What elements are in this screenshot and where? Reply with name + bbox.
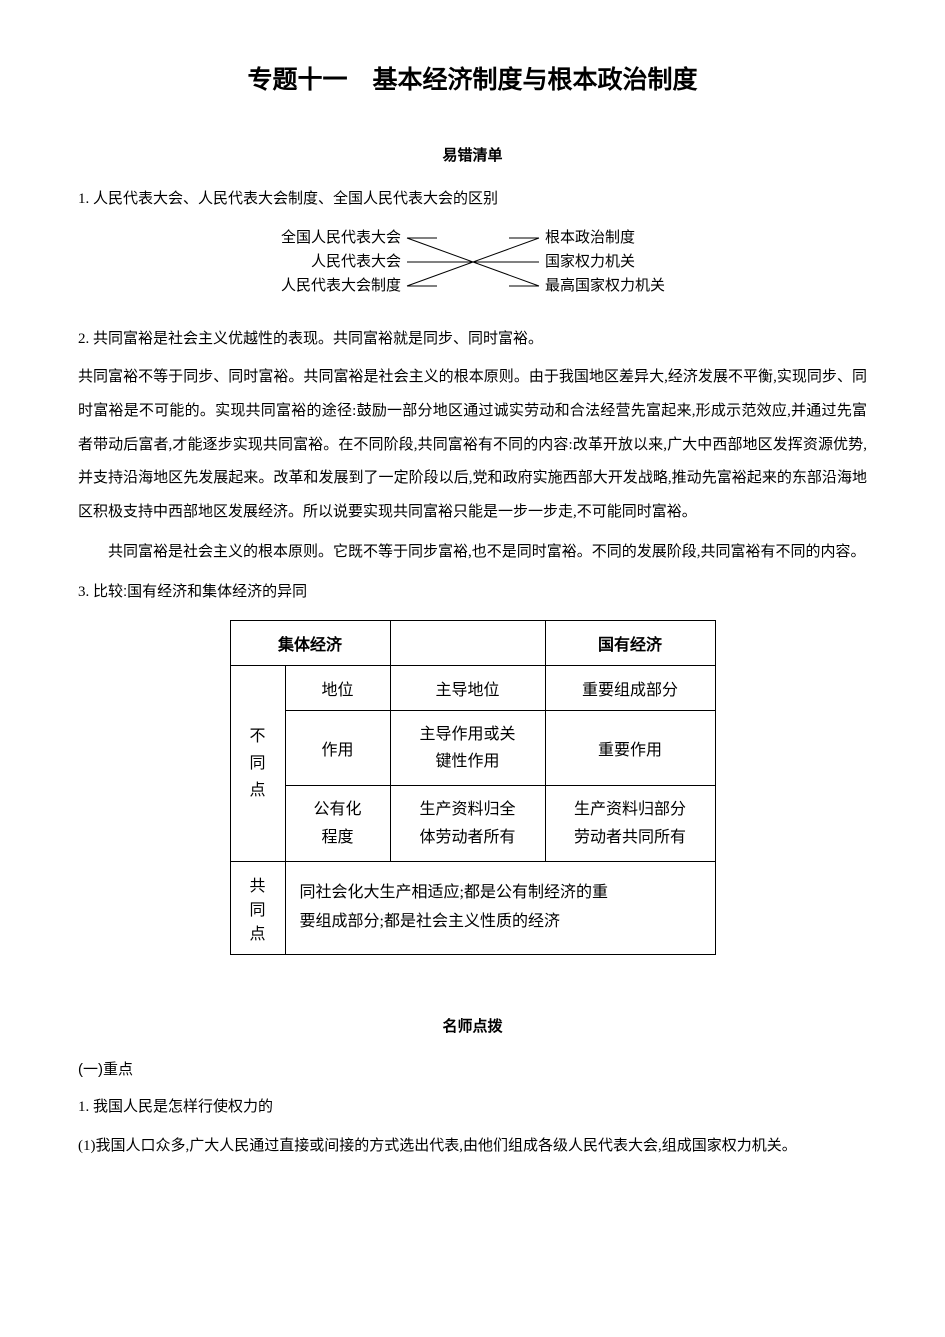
- diagram-left-2: 人民代表大会: [310, 253, 400, 270]
- item-3-num: 3.: [78, 584, 93, 600]
- table-row: 公有化程度 生产资料归全体劳动者所有 生产资料归部分劳动者共同所有: [230, 786, 715, 861]
- table-cell: 作用: [285, 711, 390, 786]
- item-1: 1. 人民代表大会、人民代表大会制度、全国人民代表大会的区别: [78, 183, 867, 216]
- common-text: 同社会化大生产相适应;都是公有制经济的重要组成部分;都是社会主义性质的经济: [285, 861, 715, 954]
- item-1-num: 1.: [78, 191, 93, 207]
- table-cell: 主导地位: [390, 666, 545, 711]
- diff-label: 不同点: [230, 666, 285, 862]
- table-row: 集体经济 国有经济: [230, 621, 715, 666]
- section-label-teacher: 名师点拨: [78, 1015, 867, 1036]
- diagram-right-2: 国家权力机关: [545, 253, 635, 270]
- diagram-left-3: 人民代表大会制度: [280, 277, 400, 294]
- table-header-left: 集体经济: [230, 621, 390, 666]
- table-cell: 生产资料归部分劳动者共同所有: [545, 786, 715, 861]
- table-cell: 重要组成部分: [545, 666, 715, 711]
- diagram-left-1: 全国人民代表大会: [280, 228, 400, 246]
- diagram-right-3: 最高国家权力机关: [545, 277, 665, 294]
- table-header-mid: [390, 621, 545, 666]
- item-2: 2. 共同富裕是社会主义优越性的表现。共同富裕就是同步、同时富裕。: [78, 323, 867, 356]
- item-s2-1: 1. 我国人民是怎样行使权力的: [78, 1091, 867, 1124]
- table-row: 作用 主导作用或关键性作用 重要作用: [230, 711, 715, 786]
- table-cell: 公有化程度: [285, 786, 390, 861]
- section-label-mistakes: 易错清单: [78, 144, 867, 165]
- common-label: 共同点: [230, 861, 285, 954]
- cross-diagram: 全国人民代表大会 人民代表大会 人民代表大会制度 根本政治制度 国家权力机关 最…: [78, 224, 867, 309]
- diagram-right-1: 根本政治制度: [545, 229, 635, 246]
- comparison-table: 集体经济 国有经济 不同点 地位 主导地位 重要组成部分 作用 主导作用或关键性…: [230, 620, 716, 955]
- item-3: 3. 比较:国有经济和集体经济的异同: [78, 576, 867, 609]
- table-cell: 重要作用: [545, 711, 715, 786]
- paragraph-2: 共同富裕是社会主义的根本原则。它既不等于同步富裕,也不是同时富裕。不同的发展阶段…: [78, 536, 867, 570]
- table-header-right: 国有经济: [545, 621, 715, 666]
- item-2-num: 2.: [78, 331, 93, 347]
- table-cell: 主导作用或关键性作用: [390, 711, 545, 786]
- item-3-heading: 比较:国有经济和集体经济的异同: [93, 583, 307, 600]
- item-2-heading: 共同富裕是社会主义优越性的表现。共同富裕就是同步、同时富裕。: [93, 330, 543, 347]
- paragraph-1: 共同富裕不等于同步、同时富裕。共同富裕是社会主义的根本原则。由于我国地区差异大,…: [78, 361, 867, 530]
- item-s2-1-heading: 我国人民是怎样行使权力的: [93, 1098, 273, 1115]
- table-cell: 地位: [285, 666, 390, 711]
- item-s2-1-num: 1.: [78, 1099, 93, 1115]
- paragraph-s2-1: (1)我国人口众多,广大人民通过直接或间接的方式选出代表,由他们组成各级人民代表…: [78, 1130, 867, 1164]
- table-row: 不同点 地位 主导地位 重要组成部分: [230, 666, 715, 711]
- table-cell: 生产资料归全体劳动者所有: [390, 786, 545, 861]
- item-1-heading: 人民代表大会、人民代表大会制度、全国人民代表大会的区别: [93, 190, 498, 207]
- page-title: 专题十一 基本经济制度与根本政治制度: [78, 60, 867, 96]
- table-row: 共同点 同社会化大生产相适应;都是公有制经济的重要组成部分;都是社会主义性质的经…: [230, 861, 715, 954]
- sub-heading-1: (一)重点: [78, 1054, 867, 1086]
